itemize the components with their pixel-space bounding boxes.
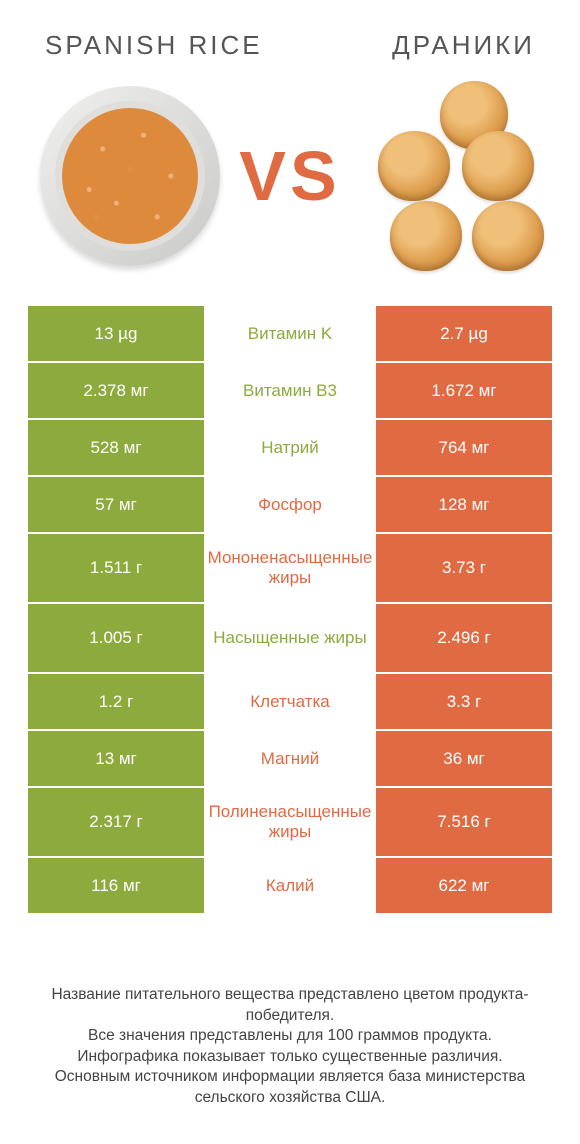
table-row: 13 µgВитамин K2.7 µg bbox=[28, 306, 552, 361]
right-value: 3.3 г bbox=[376, 674, 552, 729]
title-right: ДРАНИКИ bbox=[392, 30, 535, 61]
left-value: 1.2 г bbox=[28, 674, 204, 729]
right-value: 3.73 г bbox=[376, 534, 552, 602]
nutrient-label: Витамин K bbox=[204, 306, 376, 361]
left-value: 13 µg bbox=[28, 306, 204, 361]
nutrient-label: Витамин B3 bbox=[204, 363, 376, 418]
right-value: 2.496 г bbox=[376, 604, 552, 672]
vs-label: VS bbox=[230, 136, 350, 216]
footer-line: Инфографика показывает только существенн… bbox=[30, 1047, 550, 1067]
table-row: 1.2 гКлетчатка3.3 г bbox=[28, 674, 552, 729]
left-value: 1.511 г bbox=[28, 534, 204, 602]
table-row: 116 мгКалий622 мг bbox=[28, 858, 552, 913]
right-value: 622 мг bbox=[376, 858, 552, 913]
table-row: 528 мгНатрий764 мг bbox=[28, 420, 552, 475]
left-value: 13 мг bbox=[28, 731, 204, 786]
nutrient-label: Полиненасыщенные жиры bbox=[204, 788, 376, 856]
nutrient-label: Мононенасыщенные жиры bbox=[204, 534, 376, 602]
right-value: 764 мг bbox=[376, 420, 552, 475]
table-row: 2.378 мгВитамин B31.672 мг bbox=[28, 363, 552, 418]
nutrient-label: Калий bbox=[204, 858, 376, 913]
left-value: 57 мг bbox=[28, 477, 204, 532]
right-value: 128 мг bbox=[376, 477, 552, 532]
footer-text: Название питательного вещества представл… bbox=[0, 985, 580, 1108]
right-value: 1.672 мг bbox=[376, 363, 552, 418]
right-value: 2.7 µg bbox=[376, 306, 552, 361]
table-row: 13 мгМагний36 мг bbox=[28, 731, 552, 786]
nutrient-label: Клетчатка bbox=[204, 674, 376, 729]
infographic-page: SPANISH RICE ДРАНИКИ VS 13 µgВитамин K2.… bbox=[0, 0, 580, 1144]
table-row: 57 мгФосфор128 мг bbox=[28, 477, 552, 532]
nutrient-label: Насыщенные жиры bbox=[204, 604, 376, 672]
title-left: SPANISH RICE bbox=[45, 30, 263, 61]
left-value: 116 мг bbox=[28, 858, 204, 913]
left-value: 528 мг bbox=[28, 420, 204, 475]
spanish-rice-icon bbox=[30, 76, 230, 276]
comparison-table: 13 µgВитамин K2.7 µg2.378 мгВитамин B31.… bbox=[0, 306, 580, 913]
draniki-icon bbox=[350, 76, 550, 276]
nutrient-label: Натрий bbox=[204, 420, 376, 475]
hero-row: VS bbox=[0, 66, 580, 306]
left-value: 1.005 г bbox=[28, 604, 204, 672]
left-value: 2.317 г bbox=[28, 788, 204, 856]
nutrient-label: Фосфор bbox=[204, 477, 376, 532]
table-row: 2.317 гПолиненасыщенные жиры7.516 г bbox=[28, 788, 552, 856]
footer-line: Название питательного вещества представл… bbox=[30, 985, 550, 1026]
nutrient-label: Магний bbox=[204, 731, 376, 786]
right-value: 7.516 г bbox=[376, 788, 552, 856]
left-value: 2.378 мг bbox=[28, 363, 204, 418]
footer-line: Основным источником информации является … bbox=[30, 1067, 550, 1108]
title-bar: SPANISH RICE ДРАНИКИ bbox=[0, 0, 580, 66]
footer-line: Все значения представлены для 100 граммо… bbox=[30, 1026, 550, 1046]
table-row: 1.005 гНасыщенные жиры2.496 г bbox=[28, 604, 552, 672]
right-value: 36 мг bbox=[376, 731, 552, 786]
table-row: 1.511 гМононенасыщенные жиры3.73 г bbox=[28, 534, 552, 602]
